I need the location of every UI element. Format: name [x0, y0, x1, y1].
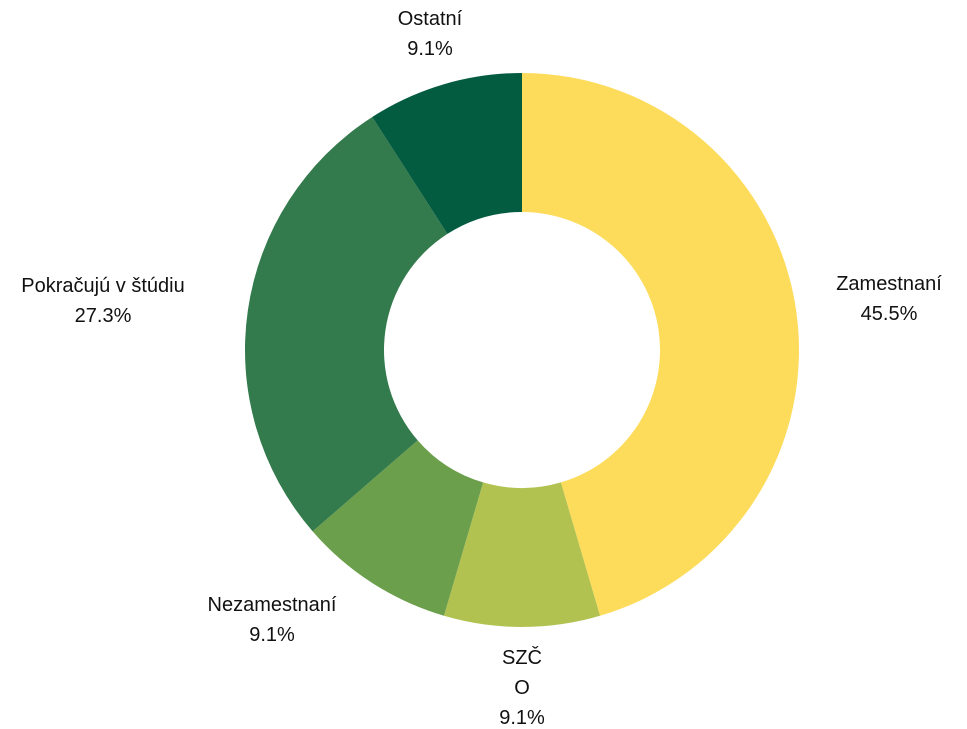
- slice-name-label-1-0: SZČ: [502, 646, 542, 669]
- slice-name-label-3-0: Pokračujú v štúdiu: [21, 275, 184, 297]
- slice-name-label-2-0: Nezamestnaní: [208, 594, 337, 616]
- slice-percent-label-0: 45.5%: [861, 303, 918, 325]
- slice-percent-label-1: 9.1%: [499, 707, 545, 729]
- slice-zamestnaní: [522, 73, 799, 616]
- slice-percent-label-4: 9.1%: [407, 38, 453, 60]
- slice-name-label-0-0: Zamestnaní: [836, 273, 942, 295]
- slice-ostatní: [372, 73, 522, 234]
- labels-layer: Zamestnaní 45.5% SZČ O 9.1% Nezamestnaní 9.1% P…: [21, 8, 942, 729]
- slice-szčo: [443, 482, 601, 627]
- slice-name-label-4-0: Ostatní: [398, 8, 463, 30]
- slice-name-label-1-1: O: [514, 677, 530, 699]
- slice-pokračujú-v-štúdiu: [245, 116, 448, 532]
- slice-nezamestnaní: [312, 440, 484, 616]
- slice-percent-label-2: 9.1%: [249, 624, 295, 646]
- slices-layer: [245, 73, 799, 627]
- slice-percent-label-3: 27.3%: [75, 305, 132, 327]
